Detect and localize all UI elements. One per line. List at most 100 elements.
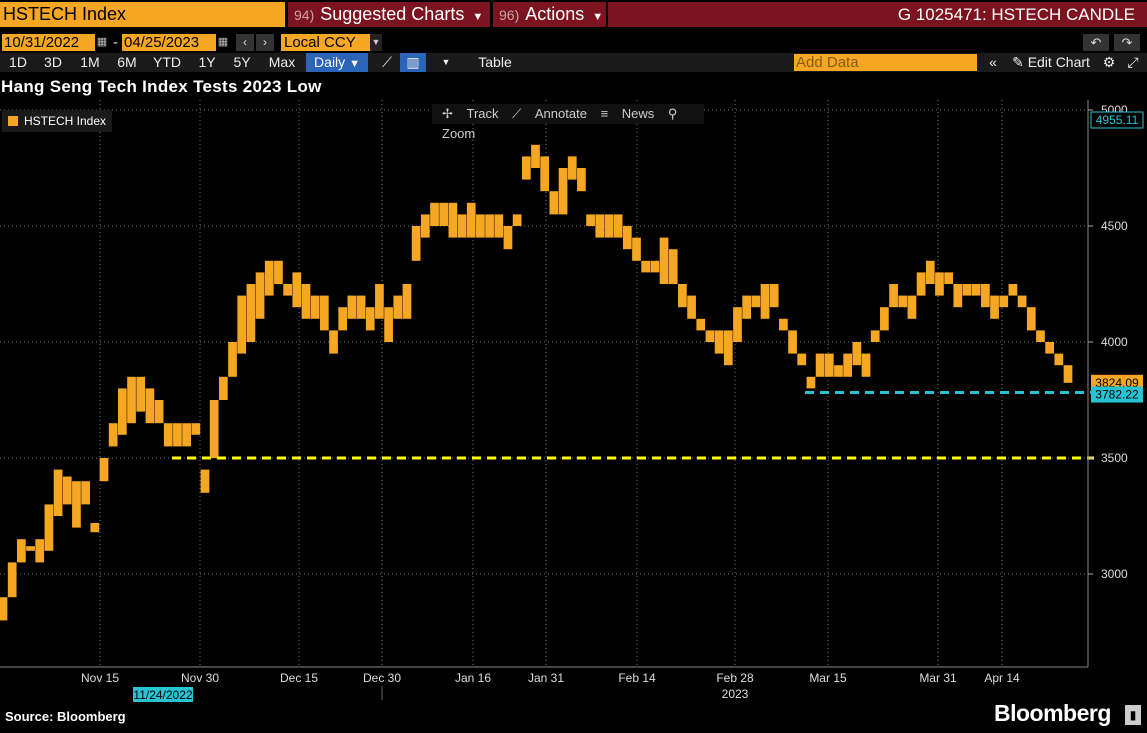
candle xyxy=(815,353,825,377)
track-tool[interactable]: ✢ Track xyxy=(442,106,499,121)
candle xyxy=(567,156,577,180)
redo-icon[interactable]: ↷ xyxy=(1114,34,1140,51)
candle xyxy=(834,365,843,377)
candle xyxy=(292,272,302,308)
period-1y[interactable]: 1Y xyxy=(198,54,216,70)
candle xyxy=(62,476,72,505)
last-price-label: 3824.09 xyxy=(1095,376,1139,390)
frequency-select[interactable]: Daily ▼ xyxy=(306,53,368,72)
candle xyxy=(375,284,384,319)
candle xyxy=(200,469,210,493)
start-date-field[interactable]: 10/31/2022 xyxy=(2,34,95,51)
candle xyxy=(274,260,283,284)
x-tick-label: Jan 16 xyxy=(455,671,491,685)
candle xyxy=(925,260,935,284)
x-tick-label: Apr 14 xyxy=(984,671,1020,685)
line-chart-icon[interactable]: ⟋ xyxy=(382,54,392,70)
collapse-icon[interactable]: « xyxy=(989,54,997,70)
candle xyxy=(687,295,696,319)
period-1d[interactable]: 1D xyxy=(9,54,27,70)
candle xyxy=(485,214,494,238)
candle xyxy=(457,214,467,238)
y-tick-label: 4500 xyxy=(1101,219,1128,233)
candle xyxy=(723,330,733,366)
candle xyxy=(476,214,485,238)
y-tick-label: 4000 xyxy=(1101,335,1128,349)
legend-swatch xyxy=(8,116,18,126)
x-tick-label: Dec 30 xyxy=(363,671,401,685)
candle xyxy=(466,202,476,238)
candle xyxy=(696,318,706,331)
candle xyxy=(1054,353,1064,366)
x-tick-label: Feb 28 xyxy=(716,671,754,685)
candle xyxy=(338,307,348,331)
candle xyxy=(981,284,990,308)
chevron-down-icon: ▼ xyxy=(370,34,382,51)
reference-lines xyxy=(172,391,1094,460)
candle xyxy=(264,260,274,296)
date-separator: - xyxy=(113,34,118,51)
candle xyxy=(494,214,504,238)
period-ytd[interactable]: YTD xyxy=(153,54,181,70)
candle xyxy=(962,284,972,296)
candle-chart-icon[interactable]: ▥ xyxy=(400,53,426,72)
actions-button[interactable]: 96) Actions ▼ xyxy=(493,2,606,27)
period-max[interactable]: Max xyxy=(268,54,296,70)
period-6m[interactable]: 6M xyxy=(117,54,137,70)
candle xyxy=(218,376,228,400)
expand-icon[interactable]: ⤢ xyxy=(1127,54,1139,70)
add-data-input[interactable]: Add Data xyxy=(794,54,977,71)
candle xyxy=(678,284,687,308)
calendar-icon[interactable]: ▦ xyxy=(96,36,108,48)
candle xyxy=(797,353,807,366)
candle xyxy=(301,284,311,319)
security-field[interactable]: HSTECH Index xyxy=(0,2,285,27)
settings-icon[interactable]: ⚙ xyxy=(1102,54,1116,70)
news-tool[interactable]: ≡ News xyxy=(600,106,655,121)
edit-chart-button[interactable]: ✎ Edit Chart xyxy=(1008,53,1094,72)
low-price-label: 3782.22 xyxy=(1095,388,1139,402)
period-3d[interactable]: 3D xyxy=(44,54,62,70)
table-button[interactable]: Table xyxy=(478,54,512,70)
candle xyxy=(81,481,90,505)
candle xyxy=(127,376,136,424)
candle xyxy=(329,330,338,354)
candle xyxy=(255,272,265,319)
candle xyxy=(779,318,788,331)
annotate-tool[interactable]: ⟋ Annotate xyxy=(512,106,587,121)
candle xyxy=(1063,365,1073,383)
chevron-down-icon[interactable]: ▼ xyxy=(441,57,451,67)
candle xyxy=(228,342,237,377)
suggested-charts-button[interactable]: 94) Suggested Charts ▼ xyxy=(288,2,490,27)
candle xyxy=(769,284,779,308)
candle xyxy=(430,202,439,226)
candle xyxy=(365,307,375,331)
candle xyxy=(907,295,917,319)
calendar-icon[interactable]: ▦ xyxy=(217,36,229,48)
frequency-label: Daily xyxy=(314,54,346,70)
chevron-down-icon: ▼ xyxy=(472,11,484,23)
x-tick-label: Dec 15 xyxy=(280,671,318,685)
currency-select[interactable]: Local CCY ▼ xyxy=(281,34,382,51)
candle xyxy=(760,284,770,319)
prev-period-button[interactable]: ‹ xyxy=(236,34,254,51)
legend-label: HSTECH Index xyxy=(24,114,107,128)
candle xyxy=(870,330,880,342)
candle xyxy=(531,144,540,168)
undo-icon[interactable]: ↶ xyxy=(1083,34,1109,51)
period-5y[interactable]: 5Y xyxy=(233,54,251,70)
crosshair-date-box xyxy=(133,687,193,702)
candle xyxy=(503,226,513,250)
candle xyxy=(586,214,595,226)
zoom-tool[interactable]: ⚲ Zoom xyxy=(442,106,678,141)
candle xyxy=(384,307,393,342)
candle xyxy=(319,295,329,331)
candle xyxy=(999,295,1009,308)
candle xyxy=(209,400,219,458)
period-1m[interactable]: 1M xyxy=(80,54,100,70)
end-date-field[interactable]: 04/25/2023 xyxy=(122,34,216,51)
candle xyxy=(0,597,8,621)
candle xyxy=(668,249,678,284)
next-period-button[interactable]: › xyxy=(256,34,274,51)
